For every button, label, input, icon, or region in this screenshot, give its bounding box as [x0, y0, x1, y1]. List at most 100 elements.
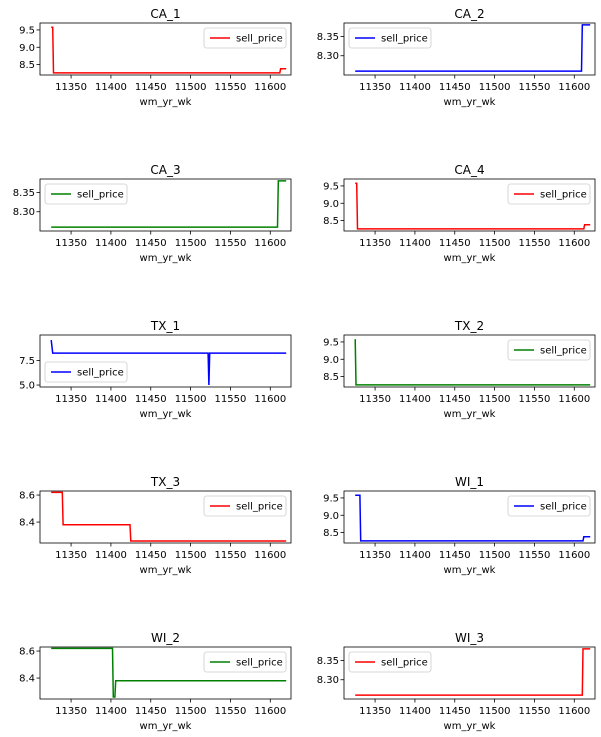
- x-tick-label: 11400: [399, 82, 431, 93]
- x-tick-label: 11350: [55, 706, 87, 717]
- x-tick-label: 11600: [558, 394, 590, 405]
- x-tick-label: 11550: [519, 550, 551, 561]
- x-tick-label: 11450: [439, 82, 471, 93]
- series-line: [50, 340, 287, 386]
- legend-box: [203, 651, 287, 673]
- series-line: [355, 24, 591, 72]
- x-tick-label: 11350: [359, 238, 391, 249]
- series-line: [51, 26, 287, 74]
- legend: sell_price: [203, 495, 287, 517]
- x-tick-label: 11550: [215, 238, 247, 249]
- subplot-title: CA_2: [454, 7, 484, 21]
- x-tick-label: 11450: [439, 394, 471, 405]
- y-tick-label: 8.35: [13, 188, 35, 199]
- y-tick-label: 8.30: [317, 51, 339, 62]
- y-tick-label: 9.0: [19, 43, 35, 54]
- x-tick-label: 11600: [254, 706, 286, 717]
- x-tick-label: 11350: [359, 706, 391, 717]
- legend-box: [507, 183, 591, 205]
- legend-box: [348, 651, 432, 673]
- series-line: [355, 182, 591, 230]
- x-tick-label: 11450: [135, 394, 167, 405]
- x-axis-label: wm_yr_wk: [140, 721, 192, 732]
- y-tick-label: 8.5: [19, 60, 35, 71]
- subplot-ca-1: CA_1 11350 11400 11450 11500 11550 11600 wm_yr_…: [19, 7, 292, 108]
- x-axis-label: wm_yr_wk: [444, 721, 496, 732]
- subplot-title: WI_2: [151, 631, 180, 645]
- y-tick-label: 8.5: [323, 372, 339, 383]
- legend-label: sell_price: [236, 34, 283, 45]
- legend: sell_price: [507, 495, 591, 517]
- x-tick-label: 11450: [135, 238, 167, 249]
- x-tick-label: 11450: [439, 238, 471, 249]
- x-tick-label: 11550: [215, 706, 247, 717]
- legend-label: sell_price: [236, 658, 283, 669]
- y-tick-label: 8.30: [13, 207, 35, 218]
- y-tick-label: 8.30: [317, 675, 339, 686]
- y-tick-label: 9.5: [19, 25, 35, 36]
- x-tick-label: 11500: [479, 550, 511, 561]
- series-line: [354, 339, 591, 386]
- series-line: [355, 648, 591, 696]
- y-tick-label: 8.35: [317, 656, 339, 667]
- legend-box: [44, 183, 128, 205]
- legend: sell_price: [348, 651, 432, 673]
- x-axis-label: wm_yr_wk: [140, 97, 192, 108]
- x-tick-label: 11400: [399, 550, 431, 561]
- x-tick-label: 11400: [399, 394, 431, 405]
- x-tick-label: 11600: [558, 82, 590, 93]
- x-tick-label: 11600: [558, 706, 590, 717]
- y-tick-label: 8.35: [317, 32, 339, 43]
- y-tick-label: 9.0: [323, 199, 339, 210]
- y-tick-label: 5.0: [19, 381, 35, 392]
- plot-frame: [39, 334, 292, 388]
- x-tick-label: 11350: [55, 82, 87, 93]
- x-tick-label: 11350: [359, 394, 391, 405]
- subplot-wi-3: WI_3 11350 11400 11450 11500 11550 11600 wm_yr_…: [317, 631, 596, 732]
- x-tick-label: 11500: [175, 550, 207, 561]
- plot-frame: [39, 646, 292, 700]
- legend: sell_price: [44, 183, 128, 205]
- x-tick-label: 11400: [399, 706, 431, 717]
- x-tick-label: 11450: [439, 550, 471, 561]
- x-tick-label: 11500: [479, 706, 511, 717]
- y-tick-label: 8.4: [19, 674, 35, 685]
- x-tick-label: 11400: [95, 238, 127, 249]
- plot-frame: [343, 22, 596, 76]
- legend: sell_price: [203, 27, 287, 49]
- x-tick-label: 11550: [215, 82, 247, 93]
- x-tick-label: 11450: [439, 706, 471, 717]
- series-line: [355, 494, 591, 542]
- legend-box: [44, 361, 128, 383]
- x-tick-label: 11550: [519, 238, 551, 249]
- x-axis-label: wm_yr_wk: [140, 409, 192, 420]
- x-tick-label: 11500: [479, 394, 511, 405]
- plot-frame: [39, 22, 292, 76]
- plot-frame: [39, 178, 292, 232]
- legend: sell_price: [44, 361, 128, 383]
- y-tick-label: 8.6: [19, 491, 35, 502]
- x-tick-label: 11600: [254, 394, 286, 405]
- subplot-title: TX_2: [454, 319, 484, 333]
- x-tick-label: 11550: [519, 706, 551, 717]
- legend-box: [203, 27, 287, 49]
- x-tick-label: 11400: [95, 394, 127, 405]
- series-line: [51, 491, 287, 542]
- y-tick-label: 9.5: [323, 337, 339, 348]
- x-tick-label: 11400: [399, 238, 431, 249]
- series-line: [51, 180, 287, 228]
- subplot-ca-3: CA_3 11350 11400 11450 11500 11550 11600 wm_yr_…: [13, 163, 292, 264]
- subplot-title: WI_3: [455, 631, 484, 645]
- x-tick-label: 11600: [558, 550, 590, 561]
- legend: sell_price: [348, 27, 432, 49]
- legend-box: [507, 495, 591, 517]
- legend: sell_price: [507, 183, 591, 205]
- subplot-wi-2: WI_2 11350 11400 11450 11500 11550 11600 wm_yr_…: [19, 631, 292, 732]
- x-axis-label: wm_yr_wk: [444, 409, 496, 420]
- y-tick-label: 8.5: [323, 528, 339, 539]
- subplot-title: WI_1: [455, 475, 484, 489]
- y-tick-label: 9.0: [323, 511, 339, 522]
- y-tick-label: 8.4: [19, 518, 35, 529]
- x-tick-label: 11450: [135, 706, 167, 717]
- subplot-ca-2: CA_2 11350 11400 11450 11500 11550 11600 wm_yr_…: [317, 7, 596, 108]
